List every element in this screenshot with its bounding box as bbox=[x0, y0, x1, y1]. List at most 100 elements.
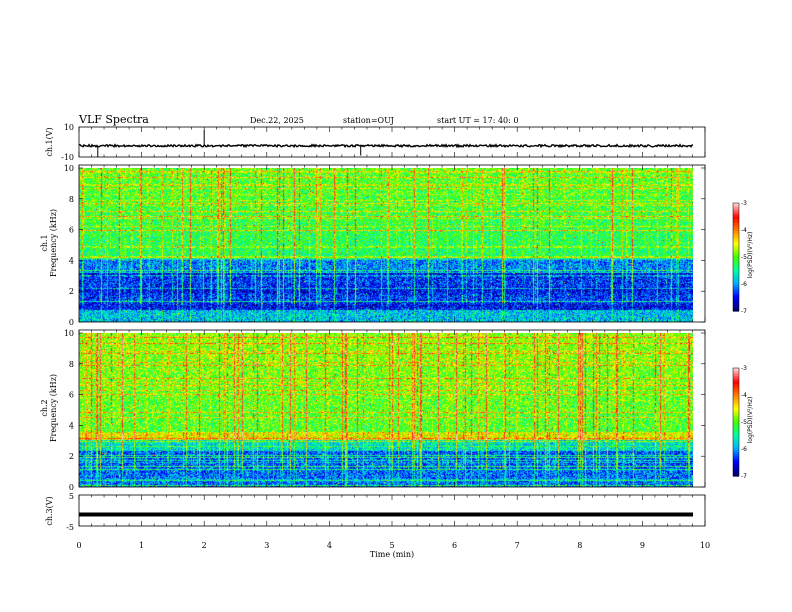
ch2-spectrogram-image bbox=[79, 333, 693, 487]
colorbar-swatch bbox=[733, 251, 739, 254]
colorbar-swatch bbox=[733, 241, 739, 244]
station-label: station=OUJ bbox=[343, 116, 394, 125]
colorbar-swatch bbox=[733, 259, 739, 262]
colorbar-swatch bbox=[733, 424, 739, 427]
ch1-colorbar: -3 -4 -5 -6 -7 bbox=[732, 200, 747, 315]
ch1-ytick-bottom: -10 bbox=[61, 153, 74, 162]
colorbar-swatch bbox=[733, 289, 739, 292]
colorbar-swatch bbox=[733, 243, 739, 246]
ch2-colorbar: -3 -4 -5 -6 -7 bbox=[732, 365, 747, 480]
ch2-spec-channel-label: ch.2 bbox=[40, 399, 49, 416]
colorbar-swatch bbox=[733, 297, 739, 300]
colorbar-swatch bbox=[733, 434, 739, 437]
colorbar-swatch bbox=[733, 213, 739, 216]
colorbar-swatch bbox=[733, 384, 739, 387]
colorbar-swatch bbox=[733, 249, 739, 252]
colorbar-swatch bbox=[733, 267, 739, 270]
colorbar-swatch bbox=[733, 472, 739, 475]
x-axis-label: Time (min) bbox=[370, 550, 414, 559]
colorbar-swatch bbox=[733, 223, 739, 226]
ch3-wave-ylabel: ch.3(V) bbox=[45, 496, 54, 525]
colorbar-swatch bbox=[733, 404, 739, 407]
colorbar-swatch bbox=[733, 382, 739, 385]
colorbar-swatch bbox=[733, 386, 739, 389]
colorbar-swatch bbox=[733, 303, 739, 306]
freq-tick-label: 0 bbox=[69, 318, 74, 327]
freq-tick-label: 10 bbox=[64, 164, 74, 173]
x-tick-label: 10 bbox=[700, 541, 710, 550]
date-label: Dec.22, 2025 bbox=[250, 116, 304, 125]
colorbar-tick-label: -4 bbox=[741, 392, 747, 399]
colorbar-swatch bbox=[733, 418, 739, 421]
colorbar-swatch bbox=[733, 281, 739, 284]
ch1-waveform-panel: 10 -10 ch.1(V) bbox=[45, 123, 706, 162]
colorbar-swatch bbox=[733, 235, 739, 238]
colorbar-tick-label: -4 bbox=[741, 227, 747, 234]
colorbar-swatch bbox=[733, 462, 739, 465]
colorbar-swatch bbox=[733, 446, 739, 449]
colorbar-swatch bbox=[733, 239, 739, 242]
colorbar-swatch bbox=[733, 474, 739, 477]
ch2-spec-ylabel: Frequency (kHz) bbox=[49, 374, 58, 442]
colorbar-swatch bbox=[733, 203, 739, 206]
freq-tick-label: 0 bbox=[69, 483, 74, 492]
colorbar-swatch bbox=[733, 255, 739, 258]
colorbar-swatch bbox=[733, 277, 739, 280]
x-tick-label: 9 bbox=[640, 541, 645, 550]
colorbar-swatch bbox=[733, 372, 739, 375]
colorbar-swatch bbox=[733, 293, 739, 296]
ch1-waveform-trace bbox=[79, 143, 694, 149]
colorbar-swatch bbox=[733, 448, 739, 451]
freq-tick-label: 6 bbox=[69, 226, 74, 235]
colorbar-swatch bbox=[733, 390, 739, 393]
colorbar-swatch bbox=[733, 231, 739, 234]
colorbar-swatch bbox=[733, 307, 739, 310]
colorbar-swatch bbox=[733, 468, 739, 471]
x-tick-label: 8 bbox=[577, 541, 582, 550]
colorbar-tick-label: -6 bbox=[741, 446, 747, 453]
colorbar-swatch bbox=[733, 217, 739, 220]
colorbar-swatch bbox=[733, 394, 739, 397]
colorbar-swatch bbox=[733, 227, 739, 230]
colorbar-swatch bbox=[733, 444, 739, 447]
ch1-spectrogram-image bbox=[79, 168, 693, 322]
colorbar-swatch bbox=[733, 464, 739, 467]
colorbar-tick-label: -7 bbox=[741, 308, 747, 315]
colorbar-swatch bbox=[733, 237, 739, 240]
colorbar-swatch bbox=[733, 392, 739, 395]
colorbar-swatch bbox=[733, 408, 739, 411]
colorbar-swatch bbox=[733, 456, 739, 459]
colorbar-swatch bbox=[733, 460, 739, 463]
colorbar-swatch bbox=[733, 376, 739, 379]
x-tick-label: 0 bbox=[76, 541, 81, 550]
colorbar-swatch bbox=[733, 422, 739, 425]
ch3-ytick-top: 5 bbox=[69, 492, 74, 501]
colorbar-swatch bbox=[733, 301, 739, 304]
ch2-colorbar-label: log(PSD)(V²/Hz) bbox=[747, 397, 754, 444]
colorbar-swatch bbox=[733, 247, 739, 250]
colorbar-swatch bbox=[733, 287, 739, 290]
x-tick-label: 1 bbox=[139, 541, 144, 550]
colorbar-swatch bbox=[733, 370, 739, 373]
colorbar-swatch bbox=[733, 420, 739, 423]
colorbar-tick-label: -5 bbox=[741, 419, 747, 426]
colorbar-swatch bbox=[733, 309, 739, 312]
colorbar-swatch bbox=[733, 215, 739, 218]
freq-tick-label: 8 bbox=[69, 360, 74, 369]
colorbar-swatch bbox=[733, 269, 739, 272]
x-tick-label: 5 bbox=[389, 541, 394, 550]
colorbar-swatch bbox=[733, 209, 739, 212]
colorbar-swatch bbox=[733, 229, 739, 232]
colorbar-swatch bbox=[733, 305, 739, 308]
figure-title: VLF Spectra bbox=[78, 113, 149, 126]
colorbar-swatch bbox=[733, 275, 739, 278]
colorbar-swatch bbox=[733, 450, 739, 453]
colorbar-swatch bbox=[733, 396, 739, 399]
colorbar-swatch bbox=[733, 378, 739, 381]
colorbar-tick-label: -3 bbox=[741, 365, 747, 372]
colorbar-swatch bbox=[733, 295, 739, 298]
freq-tick-label: 2 bbox=[69, 287, 74, 296]
x-tick-label: 3 bbox=[264, 541, 269, 550]
